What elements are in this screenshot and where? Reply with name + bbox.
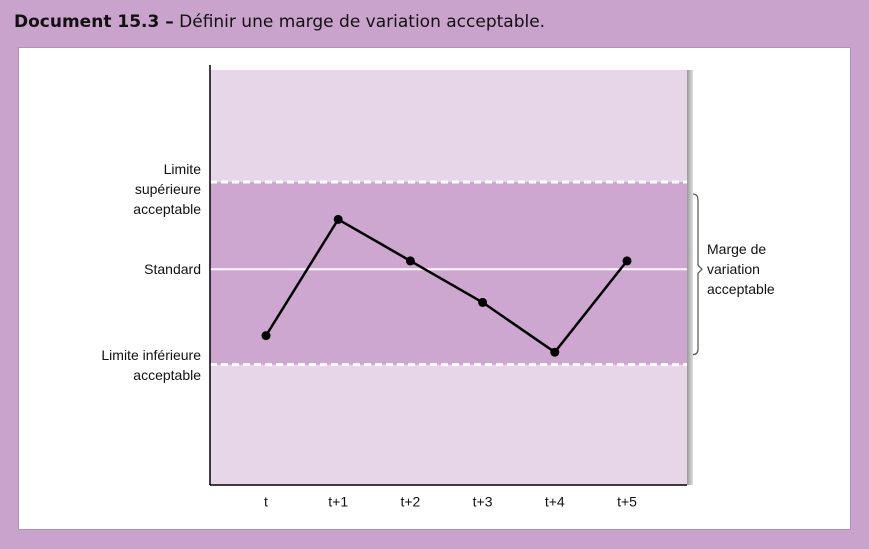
title-label: Document 15.3 – bbox=[14, 12, 174, 32]
data-point bbox=[405, 256, 415, 266]
annotation: Marge de variation acceptable bbox=[707, 241, 775, 298]
x-tick-label: t+3 bbox=[473, 494, 493, 510]
x-tick-label: t+5 bbox=[617, 494, 637, 510]
plot-edge bbox=[687, 70, 693, 485]
y-tick-label: Limite supérieure acceptable bbox=[133, 161, 201, 218]
x-tick-label: t+2 bbox=[400, 494, 420, 510]
title: Document 15.3 – Définir une marge de var… bbox=[14, 12, 545, 32]
data-line bbox=[264, 217, 628, 354]
data-point bbox=[261, 331, 271, 341]
y-tick-label: Standard bbox=[144, 261, 201, 278]
title-text: Définir une marge de variation acceptabl… bbox=[179, 12, 546, 32]
bracket bbox=[692, 193, 703, 356]
x-tick-label: t bbox=[264, 494, 268, 510]
y-tick-label: Limite inférieure acceptable bbox=[101, 346, 201, 383]
data-point bbox=[333, 214, 343, 224]
data-point bbox=[478, 297, 488, 307]
data-point bbox=[622, 256, 632, 266]
x-tick-label: t+4 bbox=[545, 494, 565, 510]
x-tick-label: t+1 bbox=[328, 494, 348, 510]
data-point bbox=[550, 347, 560, 357]
acceptable-band bbox=[210, 182, 687, 365]
